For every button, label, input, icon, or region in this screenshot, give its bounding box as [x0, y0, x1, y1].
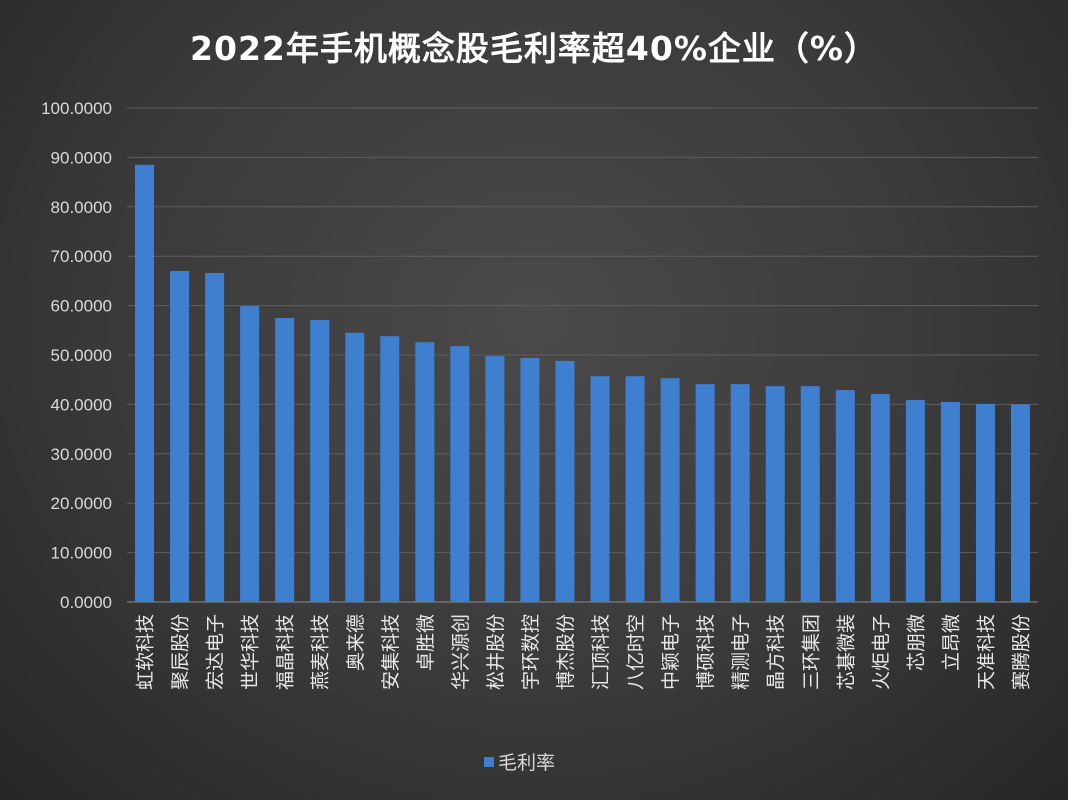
- x-tick-label: 三环集团: [800, 614, 822, 690]
- x-tick-label: 奥来德: [345, 614, 367, 671]
- bar: [625, 376, 645, 602]
- y-tick-label: 70.0000: [51, 247, 112, 266]
- bar: [345, 332, 365, 602]
- bar: [310, 319, 330, 602]
- x-tick-label: 宇环数控: [520, 614, 542, 690]
- x-tick-label: 华兴源创: [450, 614, 472, 690]
- x-tick-label: 博硕科技: [695, 614, 717, 690]
- x-tick-label: 芯朋微: [905, 614, 927, 671]
- x-tick-label: 精测电子: [730, 614, 752, 690]
- y-tick-label: 50.0000: [51, 346, 112, 365]
- bar: [975, 403, 995, 602]
- y-tick-label: 30.0000: [51, 445, 112, 464]
- x-tick-label: 虹软科技: [135, 614, 157, 690]
- x-tick-label: 世华科技: [240, 614, 262, 690]
- bar: [765, 386, 785, 602]
- x-tick-label: 福晶科技: [275, 614, 297, 690]
- x-tick-label: 卓胜微: [415, 614, 437, 671]
- y-tick-label: 90.0000: [51, 148, 112, 167]
- x-tick-label: 火炬电子: [870, 614, 892, 690]
- bar: [520, 357, 540, 602]
- legend: 毛利率: [484, 748, 555, 775]
- x-tick-label: 芯碁微装: [835, 614, 857, 690]
- x-tick-label: 晶方科技: [765, 614, 787, 690]
- bar: [590, 376, 610, 602]
- bar: [660, 378, 680, 602]
- bar: [450, 346, 470, 602]
- y-tick-label: 60.0000: [51, 297, 112, 316]
- y-tick-label: 20.0000: [51, 494, 112, 513]
- y-tick-label: 0.0000: [60, 593, 112, 612]
- bar: [940, 401, 960, 602]
- bar: [730, 384, 750, 602]
- x-tick-label: 聚辰股份: [170, 614, 192, 690]
- legend-label: 毛利率: [498, 752, 556, 774]
- y-tick-label: 10.0000: [51, 544, 112, 563]
- bar: [1010, 404, 1030, 602]
- x-tick-label: 博杰股份: [555, 614, 577, 690]
- bar: [695, 384, 715, 602]
- bar: [135, 164, 155, 602]
- bar: [485, 355, 505, 602]
- bar: [415, 342, 435, 602]
- bar: [240, 306, 260, 602]
- y-tick-label: 40.0000: [51, 395, 112, 414]
- x-tick-label: 燕麦科技: [310, 614, 332, 690]
- y-tick-label: 80.0000: [51, 198, 112, 217]
- x-tick-label: 宏达电子: [205, 614, 227, 690]
- x-tick-label: 赛腾股份: [1010, 614, 1032, 690]
- bar: [205, 272, 225, 602]
- bar: [170, 271, 190, 602]
- x-tick-label: 天准科技: [975, 614, 997, 690]
- x-tick-label: 松井股份: [485, 614, 507, 690]
- x-tick-label: 八亿时空: [625, 614, 647, 690]
- x-tick-label: 汇顶科技: [590, 614, 612, 690]
- bar: [905, 399, 925, 602]
- x-tick-label: 安集科技: [380, 614, 402, 690]
- bar: [275, 317, 295, 602]
- x-tick-label: 立昂微: [940, 614, 962, 671]
- bar: [800, 386, 820, 602]
- y-tick-label: 100.0000: [41, 99, 112, 118]
- legend-swatch: [484, 756, 494, 767]
- chart-title: 2022年手机概念股毛利率超40%企业（%）: [190, 29, 878, 68]
- bar: [555, 360, 575, 602]
- bar: [835, 390, 855, 602]
- bar: [380, 336, 400, 602]
- bar: [870, 394, 890, 602]
- x-tick-label: 中颖电子: [660, 614, 682, 690]
